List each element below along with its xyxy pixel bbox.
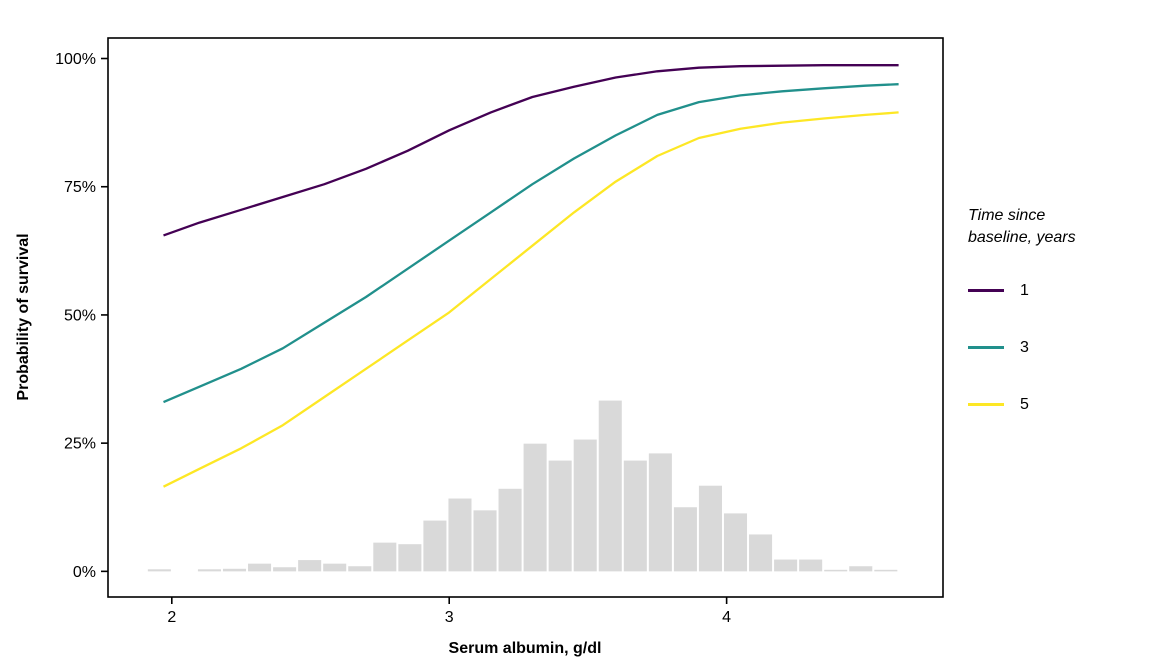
legend-title: Time since baseline, years <box>968 207 1076 246</box>
legend-entry-3: 3 <box>968 319 1128 376</box>
histogram-bar <box>723 513 748 572</box>
histogram-bar <box>598 400 622 572</box>
histogram-bar <box>698 485 722 572</box>
histogram-bar <box>673 507 697 572</box>
histogram-bar <box>423 520 447 572</box>
legend-entry-1: 1 <box>968 262 1128 319</box>
histogram-bar <box>874 569 898 572</box>
legend-entry-label: 1 <box>1020 281 1029 299</box>
histogram-bar <box>197 569 221 572</box>
y-tick-label: 75% <box>64 179 96 196</box>
histogram-bar <box>323 563 347 572</box>
legend: Time since baseline, years 1 3 5 <box>968 205 1128 433</box>
y-tick-label: 0% <box>73 564 96 581</box>
x-tick-label: 4 <box>722 609 731 626</box>
histogram-bar <box>774 559 798 572</box>
histogram-bar <box>348 566 372 572</box>
histogram-bar <box>523 443 547 572</box>
histogram-bar <box>498 488 522 572</box>
y-tick-label: 100% <box>55 51 96 68</box>
histogram-bar <box>749 534 773 572</box>
series-line-5 <box>162 111 899 488</box>
histogram-bar <box>448 498 472 572</box>
histogram-bar <box>623 460 647 572</box>
series-line-3 <box>163 83 899 404</box>
x-tick-label: 2 <box>167 609 176 626</box>
histogram-bar <box>273 567 297 572</box>
panel-border <box>107 37 944 598</box>
histogram-bar <box>248 563 272 572</box>
legend-entry-label: 3 <box>1020 338 1029 356</box>
x-tick-label: 3 <box>445 609 454 626</box>
legend-entry-label: 5 <box>1020 395 1029 413</box>
histogram-bar <box>373 542 397 572</box>
series-line-1 <box>163 64 899 237</box>
y-tick-label: 25% <box>64 436 96 453</box>
histogram-bar <box>222 568 247 572</box>
histogram-bar <box>398 544 422 572</box>
histogram-bar <box>849 566 873 572</box>
histogram-bar <box>298 560 322 572</box>
legend-key-line <box>968 346 1004 350</box>
histogram-bar <box>473 510 497 572</box>
histogram-bar <box>548 460 572 572</box>
histogram-bar <box>799 559 823 572</box>
legend-entries: 1 3 5 <box>968 262 1128 433</box>
histogram-bar <box>648 453 672 572</box>
legend-key-line <box>968 289 1004 293</box>
legend-entry-5: 5 <box>968 376 1128 433</box>
histogram-bar <box>573 439 597 572</box>
histogram-bar <box>824 569 848 572</box>
y-axis-title: Probability of survival <box>15 233 32 401</box>
y-tick-label: 50% <box>64 307 96 324</box>
x-axis-title: Serum albumin, g/dl <box>448 640 602 657</box>
legend-key-line <box>968 403 1004 407</box>
histogram-bar <box>147 569 171 572</box>
